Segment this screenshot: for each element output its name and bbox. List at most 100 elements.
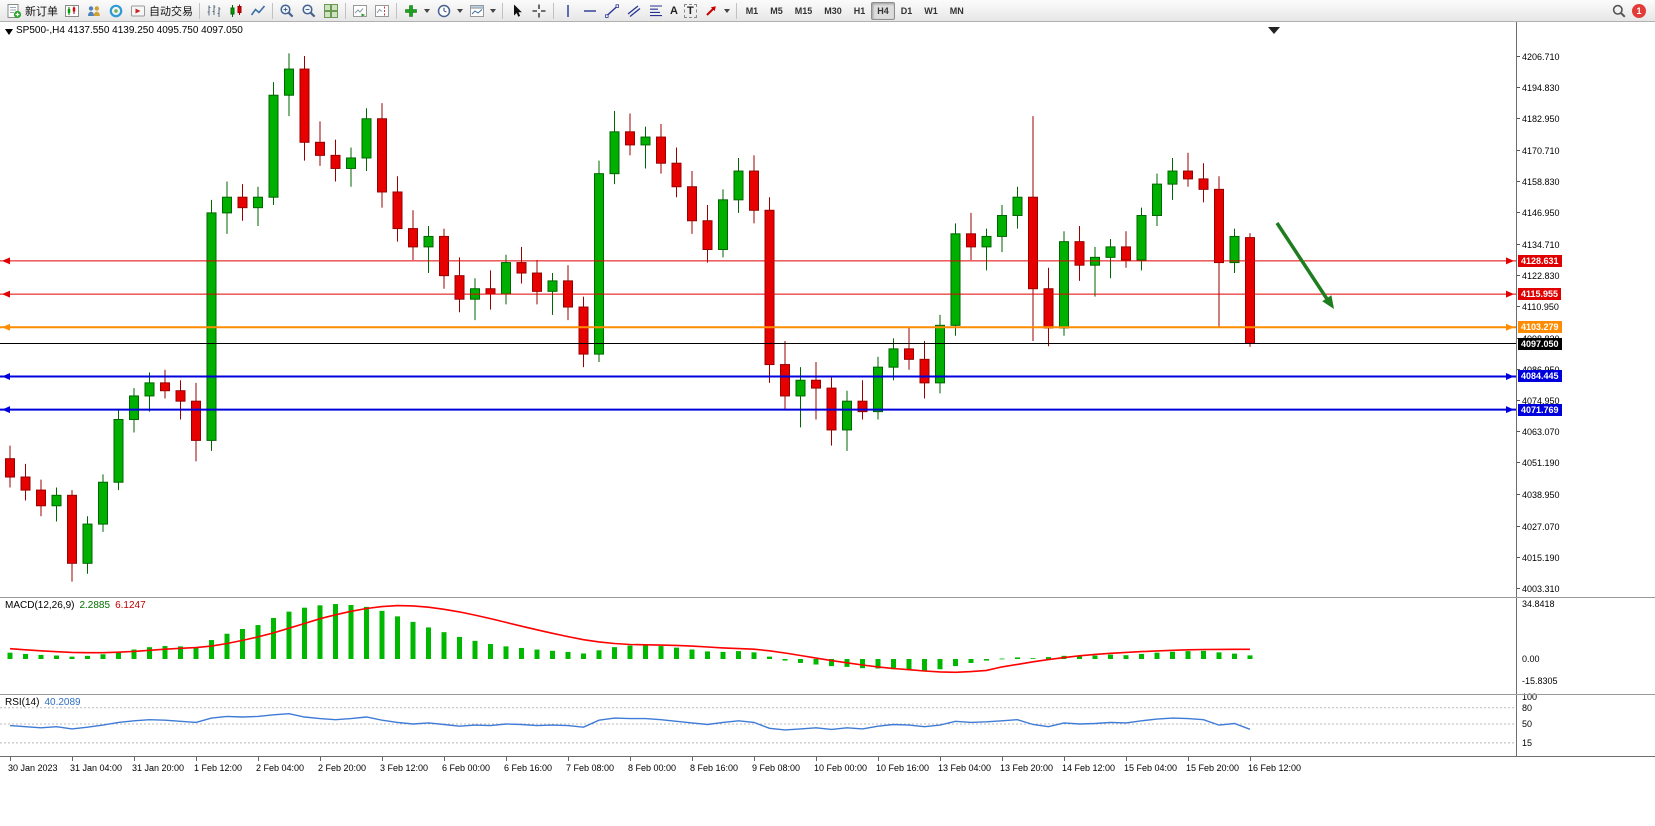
time-tick <box>692 757 693 761</box>
text-label-tool-button[interactable]: T <box>681 1 700 21</box>
horizontal-line-tool-button[interactable] <box>579 1 601 21</box>
search-button[interactable] <box>1608 1 1630 21</box>
timeframe-button-m15[interactable]: M15 <box>794 5 813 16</box>
timeframe-button-mn[interactable]: MN <box>949 5 964 16</box>
price-tick-label: 4074.950 <box>1517 396 1560 407</box>
timeframe-button-w1[interactable]: W1 <box>924 5 938 16</box>
auto-trading-button[interactable]: 自动交易 <box>127 1 196 21</box>
time-tick <box>1126 757 1127 761</box>
notification-badge[interactable]: 1 <box>1632 3 1646 18</box>
time-tick <box>754 757 755 761</box>
price-tick-label: 4122.830 <box>1517 271 1560 282</box>
chevron-down-icon <box>424 8 430 13</box>
time-tick <box>10 757 11 761</box>
horizontal-line-icon <box>584 9 596 12</box>
chevron-down-icon <box>723 8 730 13</box>
profiles-icon <box>88 5 100 16</box>
zoom-in-icon <box>280 3 294 17</box>
fibonacci-tool-button[interactable] <box>645 1 667 21</box>
zoom-out-icon <box>302 3 316 17</box>
macd-signal-value: 6.1247 <box>115 600 146 611</box>
time-tick <box>444 757 445 761</box>
time-axis-label: 8 Feb 00:00 <box>628 763 677 773</box>
new-chart-button[interactable] <box>61 1 83 21</box>
time-axis-label: 16 Feb 12:00 <box>1248 763 1302 773</box>
price-tick-label: 4110.950 <box>1517 302 1559 313</box>
arrows-tool-button[interactable] <box>700 1 733 21</box>
macd-scale-label: 34.8418 <box>1522 599 1555 609</box>
indicators-plus-icon <box>405 4 417 17</box>
price-tick-label: 4170.710 <box>1517 145 1560 156</box>
chart-shift-icon <box>375 4 389 17</box>
toolbar-separator <box>553 2 554 19</box>
time-tick <box>816 757 817 761</box>
template-icon <box>470 4 484 17</box>
macd-main-value: 2.2885 <box>79 600 111 611</box>
crosshair-tool-button[interactable] <box>528 1 550 21</box>
time-axis-label: 10 Feb 16:00 <box>876 763 930 773</box>
bar-chart-mode-button[interactable] <box>203 1 225 21</box>
search-icon <box>1612 4 1626 18</box>
line-chart-mode-button[interactable] <box>247 1 269 21</box>
text-tool-button[interactable]: A <box>667 1 681 21</box>
time-axis-label: 6 Feb 16:00 <box>504 763 553 773</box>
cursor-tool-button[interactable] <box>506 1 528 21</box>
indicators-button[interactable] <box>400 1 433 21</box>
zoom-in-button[interactable] <box>276 1 298 21</box>
macd-scale-label: -15.8305 <box>1522 676 1558 686</box>
toolbar-separator <box>396 2 397 19</box>
community-button[interactable] <box>105 1 127 21</box>
timeframe-button-m1[interactable]: M1 <box>745 5 759 16</box>
zoom-out-button[interactable] <box>298 1 320 21</box>
time-axis-label: 14 Feb 12:00 <box>1062 763 1116 773</box>
timeframe-button-m30[interactable]: M30 <box>824 5 842 16</box>
new-order-button[interactable]: 新订单 <box>3 1 61 21</box>
price-tick-label: 4134.710 <box>1517 240 1560 251</box>
templates-button[interactable] <box>466 1 499 21</box>
candlestick-chart[interactable] <box>0 22 1516 597</box>
trendline-icon <box>605 3 619 18</box>
rsi-label: RSI(14) 40.2089 <box>5 697 81 708</box>
toolbar-separator <box>199 2 200 19</box>
timeframe-button-m5[interactable]: M5 <box>770 5 783 16</box>
price-tick-label: 4206.710 <box>1517 51 1560 62</box>
price-tick-label: 4146.950 <box>1517 208 1560 219</box>
price-level-badge: 4071.769 <box>1518 403 1562 416</box>
candlestick-mode-button[interactable] <box>225 1 247 21</box>
macd-scale-label: 0.00 <box>1522 654 1540 664</box>
channel-tool-button[interactable] <box>623 1 645 21</box>
profiles-button[interactable] <box>83 1 105 21</box>
time-axis-label: 13 Feb 20:00 <box>1000 763 1054 773</box>
toolbar-separator <box>735 2 737 19</box>
price-tick-label: 4086.950 <box>1517 365 1560 375</box>
price-level-badge: 4097.050 <box>1518 337 1562 350</box>
time-axis-label: 30 Jan 2023 <box>8 763 58 773</box>
trendline-tool-button[interactable] <box>601 1 623 21</box>
auto-scroll-button[interactable] <box>349 1 371 21</box>
rsi-panel-separator[interactable] <box>0 694 1655 695</box>
periods-button[interactable] <box>433 1 466 21</box>
vertical-line-tool-button[interactable] <box>557 1 579 21</box>
time-axis-label: 2 Feb 20:00 <box>318 763 367 773</box>
chart-restore-marker[interactable] <box>1268 27 1280 34</box>
macd-panel-separator[interactable] <box>0 597 1655 598</box>
time-axis-label: 3 Feb 12:00 <box>380 763 429 773</box>
tile-windows-button[interactable] <box>320 1 342 21</box>
macd-label: MACD(12,26,9) 2.2885 6.1247 <box>5 600 146 611</box>
main-toolbar: 新订单 <box>0 0 1655 22</box>
chart-shift-button[interactable] <box>371 1 393 21</box>
rsi-panel-chart[interactable] <box>0 695 1516 756</box>
timeframe-button-h1[interactable]: H1 <box>853 5 866 16</box>
timeframe-button-d1[interactable]: D1 <box>900 5 913 16</box>
price-axis[interactable]: 4206.710 4194.830 4182.950 4170.710 4158.830… <box>1516 22 1655 756</box>
time-axis-label: 31 Jan 04:00 <box>70 763 123 773</box>
timeframe-button-h4[interactable]: H4 <box>871 1 895 20</box>
vertical-line-icon <box>567 4 569 17</box>
price-tick-label: 4003.310 <box>1517 583 1560 594</box>
time-axis[interactable]: 30 Jan 2023 31 Jan 04:00 31 Jan 20:00 1 Feb… <box>0 756 1655 826</box>
label-tool-label: T <box>683 3 697 18</box>
time-tick <box>320 757 321 761</box>
one-click-trading-caret[interactable] <box>5 29 13 35</box>
macd-panel-chart[interactable] <box>0 598 1516 694</box>
